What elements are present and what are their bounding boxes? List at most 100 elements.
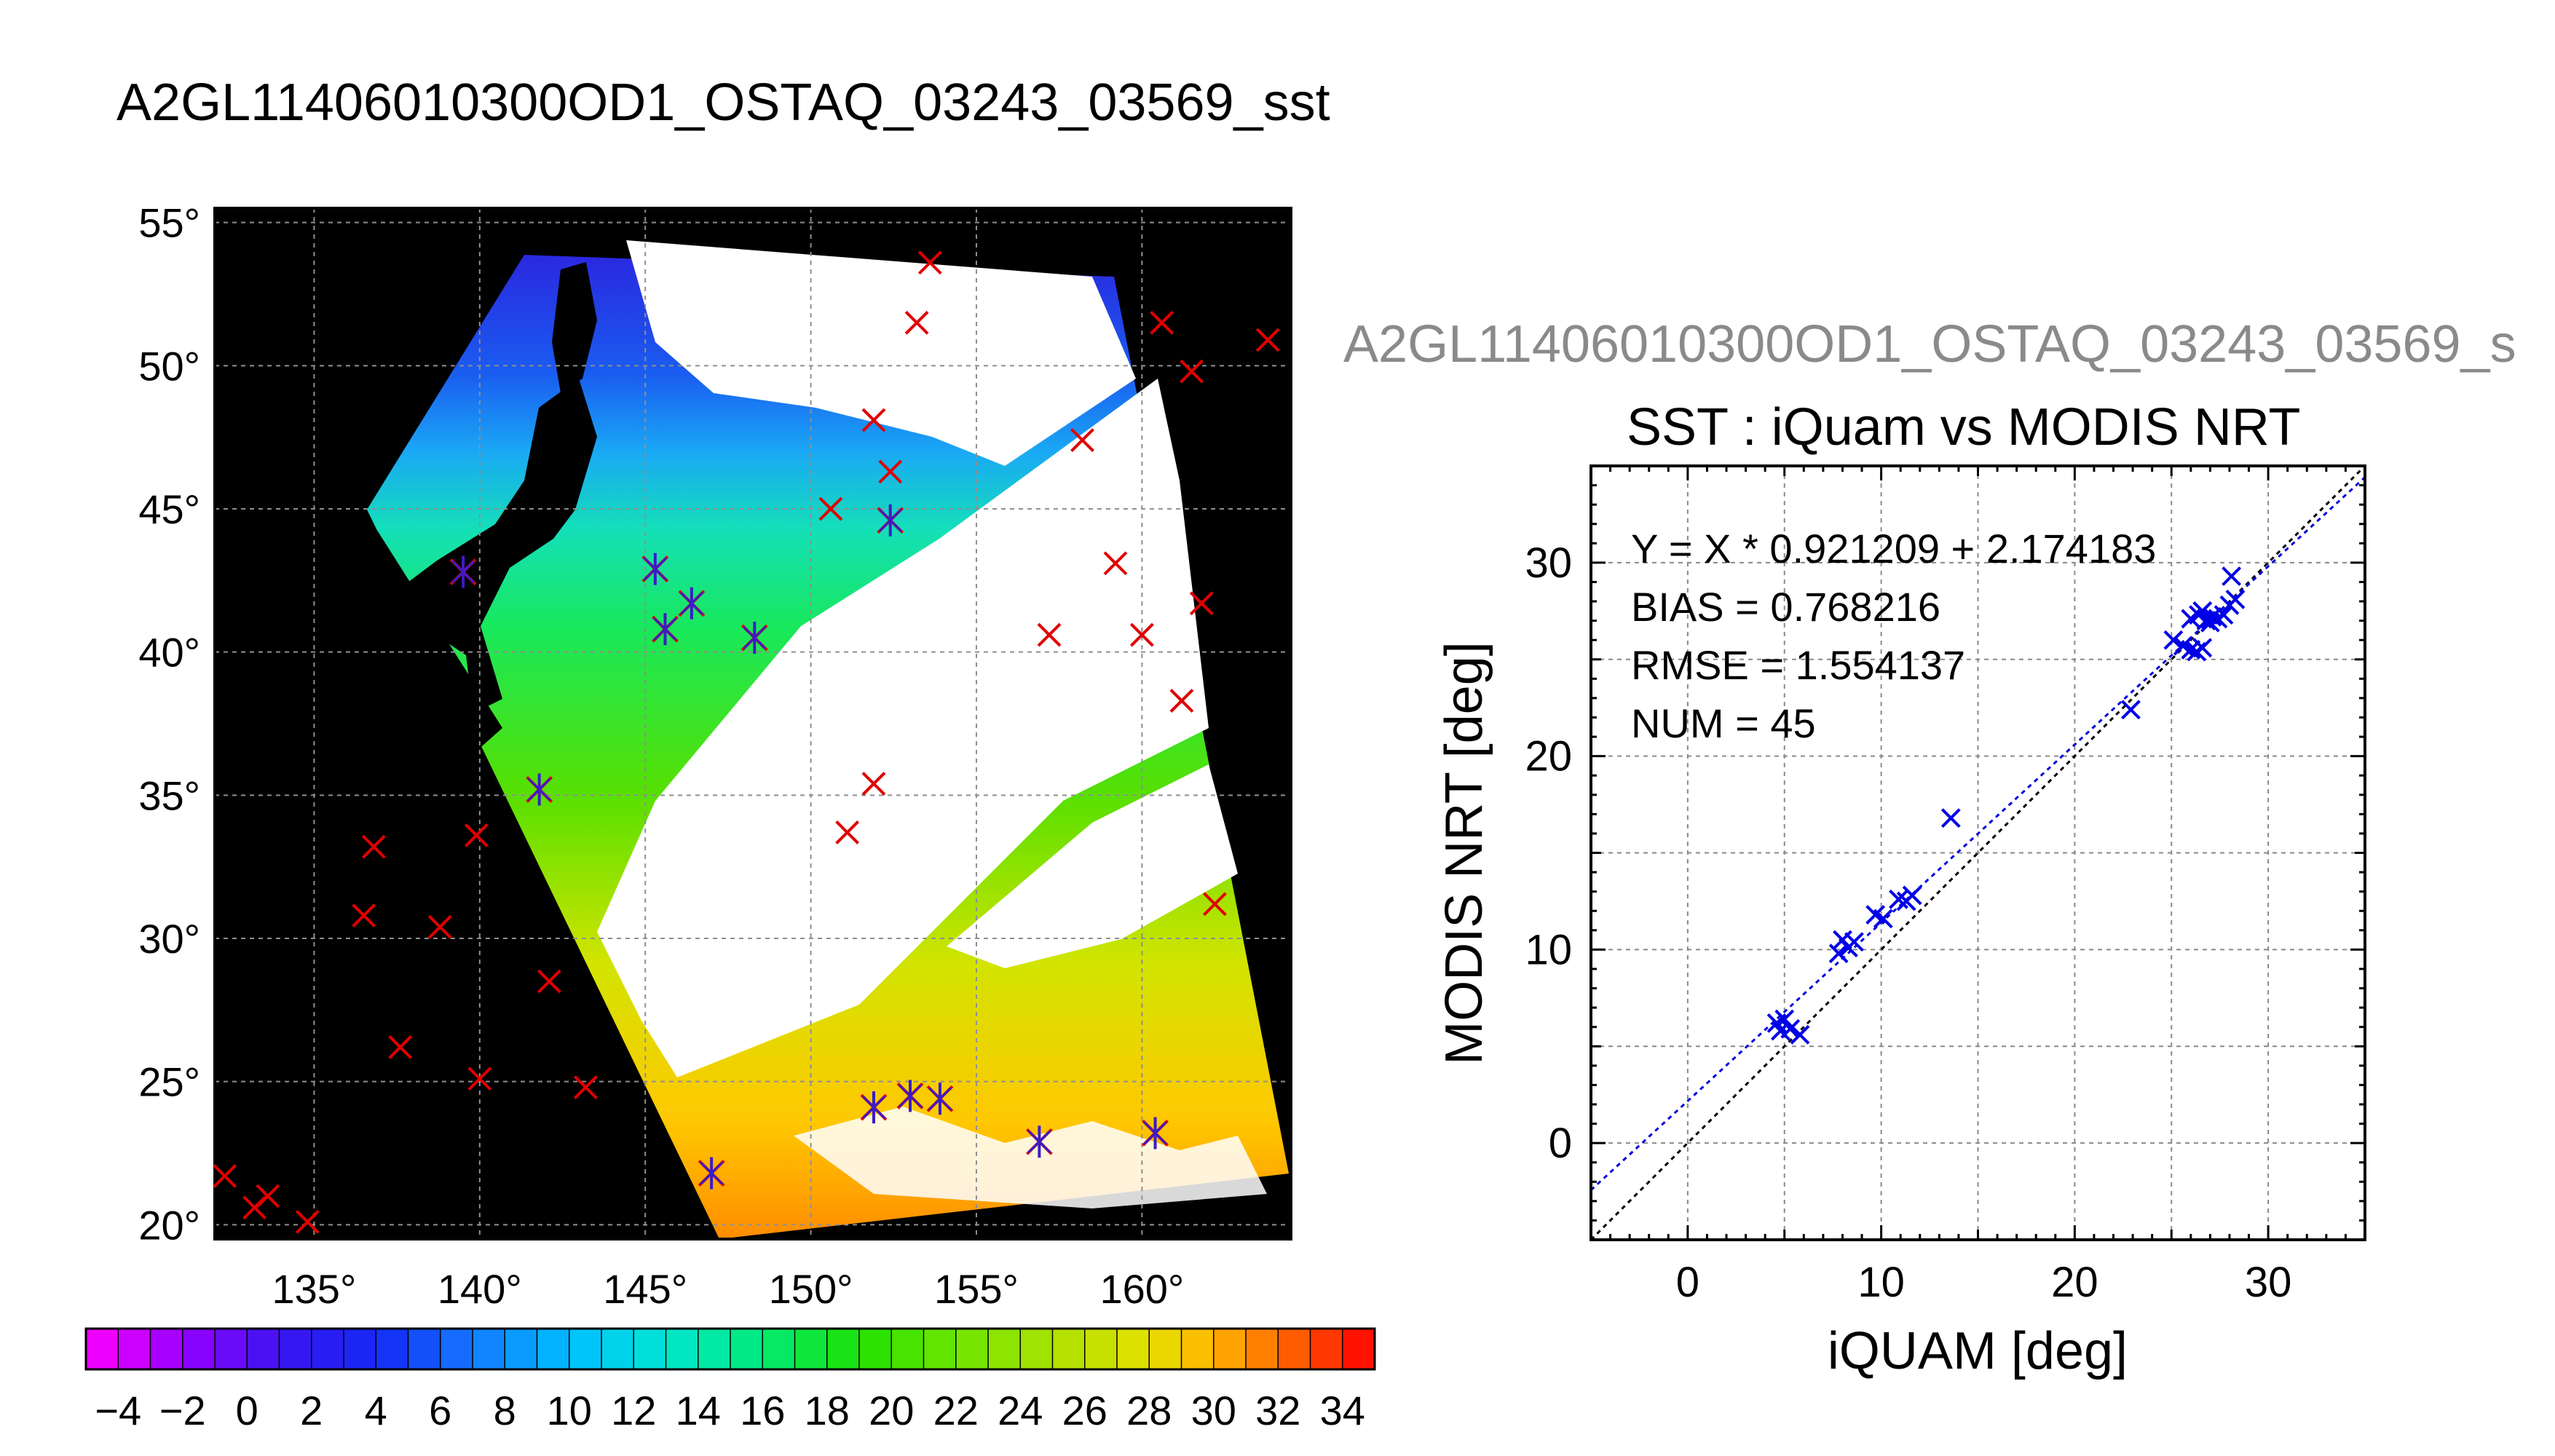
colorbar-cell	[1278, 1329, 1311, 1369]
map-point-matched	[926, 1083, 954, 1115]
x-axis-label: iQUAM [deg]	[1828, 1322, 2128, 1380]
scatter-point	[2200, 612, 2220, 633]
colorbar-cell	[1052, 1329, 1086, 1369]
y-axis-label: MODIS NRT [deg]	[1435, 641, 1493, 1065]
scatter-point	[2222, 566, 2242, 586]
map-lon-tick-label: 135°	[272, 1266, 357, 1312]
map-point-matched	[860, 1091, 888, 1124]
map-point-unmatched	[1255, 328, 1280, 352]
colorbar-cell	[1246, 1329, 1279, 1369]
colorbar-tick-label: 18	[805, 1388, 850, 1433]
colorbar-cell	[311, 1329, 344, 1369]
colorbar-tick-label: 26	[1062, 1388, 1107, 1433]
colorbar-tick-label: 4	[365, 1388, 387, 1433]
map-lat-tick-label: 50°	[138, 343, 200, 389]
colorbar-cell	[150, 1329, 183, 1369]
map-grid	[215, 208, 1291, 1239]
colorbar-cell	[118, 1329, 151, 1369]
map-point-unmatched	[242, 1195, 266, 1220]
scatter-ticks: 0 10 20 30 0 10 20 30	[1525, 464, 2366, 1306]
colorbar-tick-label: 14	[676, 1388, 721, 1433]
map-point-matched	[526, 773, 553, 806]
colorbar-cell	[376, 1329, 409, 1369]
map-lat-tick-label: 55°	[138, 200, 200, 246]
scatter-x-tick-label: 10	[1857, 1259, 1905, 1306]
cloud-south	[947, 764, 1238, 968]
colorbar-cell	[666, 1329, 699, 1369]
colorbar-cell	[408, 1329, 441, 1369]
scatter-points	[1766, 566, 2246, 1045]
colorbar-cell	[215, 1329, 248, 1369]
colorbar-tick-label: −4	[95, 1388, 141, 1433]
colorbar-tick-label: 2	[300, 1388, 323, 1433]
colorbar-cell	[633, 1329, 667, 1369]
scatter-x-tick-label: 30	[2245, 1259, 2292, 1306]
colorbar-cell	[923, 1329, 957, 1369]
ghost-title: A2GL11406010300OD1_OSTAQ_03243_03569_s	[1343, 315, 2516, 373]
colorbar-labels: −4 −2 0 2 4 6 8 10 12 14 16 18 20 22 24 26 28 30 32 34	[95, 1388, 1365, 1433]
map-point-unmatched	[464, 823, 489, 847]
colorbar-cell	[247, 1329, 280, 1369]
cloud-north	[626, 240, 1136, 466]
colorbar-cell	[601, 1329, 634, 1369]
map-lon-tick-label: 160°	[1099, 1266, 1184, 1312]
map-point-unmatched	[352, 903, 376, 927]
map-point-matched	[1142, 1117, 1169, 1150]
colorbar-tick-label: −2	[159, 1388, 206, 1433]
colorbar-tick-label: 24	[998, 1388, 1043, 1433]
colorbar-cell	[794, 1329, 828, 1369]
map-point-unmatched	[1180, 359, 1204, 384]
map-point-matched	[877, 504, 904, 537]
map-point-unmatched	[861, 772, 886, 796]
scatter-point	[1774, 1009, 1795, 1029]
colorbar-tick-label: 30	[1191, 1388, 1236, 1433]
map-lat-tick-label: 40°	[138, 630, 200, 676]
map-points	[213, 250, 1280, 1234]
scatter-point	[1790, 1024, 1810, 1045]
map-point-unmatched	[573, 1075, 598, 1099]
map-lon-tick-label: 140°	[438, 1266, 522, 1312]
scatter-point	[2225, 589, 2246, 609]
colorbar-cell	[988, 1329, 1021, 1369]
map-point-unmatched	[818, 496, 843, 521]
colorbar-cell	[1342, 1329, 1375, 1369]
map-point-matched	[1025, 1125, 1053, 1158]
map-point-unmatched	[1202, 892, 1227, 917]
map-point-unmatched	[467, 1067, 492, 1091]
map-lon-tick-label: 155°	[934, 1266, 1019, 1312]
scatter-stat-line: NUM = 45	[1631, 700, 1816, 746]
map-frame	[213, 207, 1292, 1241]
map-point-unmatched	[295, 1209, 320, 1234]
page-title: A2GL11406010300OD1_OSTAQ_03243_03569_sst	[117, 74, 1330, 132]
map-lat-tick-label: 25°	[138, 1059, 200, 1105]
scatter-point	[2163, 630, 2184, 650]
colorbar-cell	[569, 1329, 602, 1369]
land-sakhalin	[552, 262, 597, 393]
scatter-point	[2192, 638, 2213, 658]
map-lon-tick-label: 150°	[769, 1266, 853, 1312]
colorbar-tick-label: 32	[1255, 1388, 1300, 1433]
colorbar-cell	[1117, 1329, 1150, 1369]
colorbar-cell	[182, 1329, 216, 1369]
colorbar-cell	[826, 1329, 860, 1369]
colorbar-cell	[730, 1329, 763, 1369]
scatter-point	[2214, 605, 2234, 625]
map-point-unmatched	[1169, 689, 1194, 713]
colorbar-cell	[1310, 1329, 1343, 1369]
map-point-unmatched	[1070, 428, 1094, 453]
colorbar-cell	[955, 1329, 989, 1369]
scatter-title: SST : iQuam vs MODIS NRT	[1627, 398, 2301, 456]
colorbar-tick-label: 8	[494, 1388, 516, 1433]
colorbar-tick-label: 12	[611, 1388, 656, 1433]
map-point-unmatched	[835, 820, 860, 844]
map-ticks: 135° 140° 145° 150° 155° 160° 20° 25° 30° 35° 40° 4…	[138, 200, 1184, 1312]
scatter-plot: 0 10 20 30 0 10 20 30 Y = X * 0.921209 + 2.1741…	[1435, 464, 2366, 1380]
cloud-central	[597, 379, 1209, 1077]
scatter-y-tick-label: 20	[1525, 733, 1572, 780]
map-point-unmatched	[878, 459, 903, 484]
map-point-unmatched	[1189, 591, 1214, 616]
map-point-unmatched	[1129, 622, 1154, 647]
scatter-point	[1940, 808, 1961, 828]
scatter-point	[2192, 601, 2213, 621]
